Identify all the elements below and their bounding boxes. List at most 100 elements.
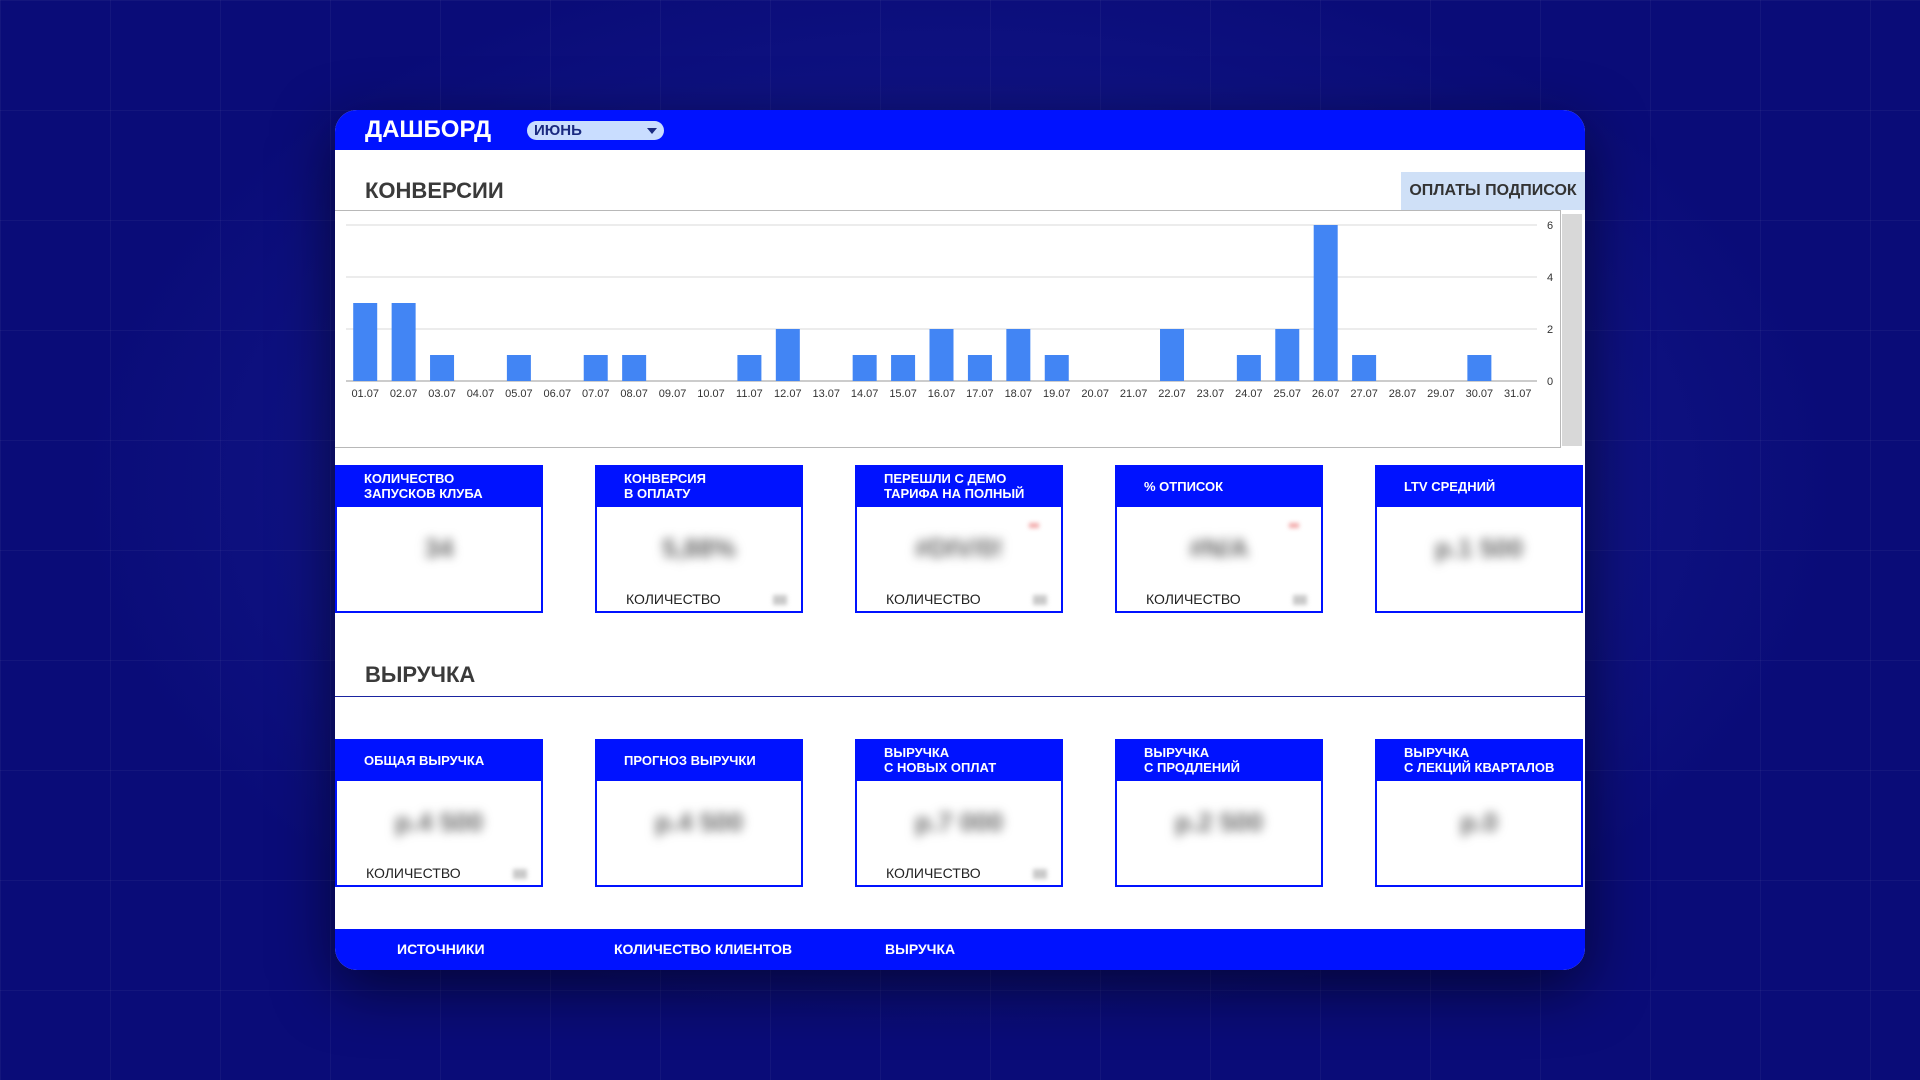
conversion-card-title: КОЛИЧЕСТВО ЗАПУСКОВ КЛУБА: [335, 465, 543, 507]
conversions-chart: 0 2 4 6 01.07 02.07 03.07 04.07 05.07 06.07 07.07 0…: [335, 210, 1561, 448]
bar-12.07[interactable]: [775, 329, 800, 381]
bar-15.07[interactable]: [891, 355, 916, 381]
mini-sparkline: [513, 869, 527, 879]
bar-16.07[interactable]: [929, 329, 954, 381]
x-tick-label: 17.07: [966, 388, 994, 400]
bar-08.07[interactable]: [622, 355, 647, 381]
top-bar: ДАШБОРД ИЮНЬ: [335, 110, 1585, 150]
tab-sources[interactable]: ИСТОЧНИКИ: [397, 941, 485, 957]
revenue-card-title: ВЫРУЧКА С НОВЫХ ОПЛАТ: [855, 739, 1063, 781]
bar-22.07[interactable]: [1160, 329, 1185, 381]
conversion-card: КОНВЕРСИЯ В ОПЛАТУ 5,88% КОЛИЧЕСТВО: [595, 465, 803, 613]
conversions-section-title: КОНВЕРСИИ: [365, 178, 504, 203]
conversion-card-value: 34: [424, 533, 454, 563]
revenue-card-title: ВЫРУЧКА С ЛЕКЦИЙ КВАРТАЛОВ: [1375, 739, 1583, 781]
conversion-card-subtitle: КОЛИЧЕСТВО: [626, 591, 721, 607]
mini-sparkline: [1033, 869, 1047, 879]
conversion-card-value: 5,88%: [662, 533, 736, 563]
revenue-card-value: р.4 500: [394, 807, 484, 837]
x-tick-label: 31.07: [1504, 388, 1532, 400]
x-tick-label: 23.07: [1197, 388, 1225, 400]
bar-18.07[interactable]: [1006, 329, 1031, 381]
x-tick-label: 24.07: [1235, 388, 1263, 400]
bar-25.07[interactable]: [1275, 329, 1300, 381]
x-tick-label: 07.07: [582, 388, 610, 400]
y-tick-label: 2: [1547, 324, 1553, 336]
bar-27.07[interactable]: [1352, 355, 1377, 381]
bar-11.07[interactable]: [737, 355, 762, 381]
conversion-card-value: #DIV/0!: [914, 533, 1004, 563]
x-tick-label: 27.07: [1350, 388, 1378, 400]
bar-17.07[interactable]: [967, 355, 992, 381]
revenue-card-value: р.2 500: [1174, 807, 1264, 837]
revenue-card-title: ВЫРУЧКА С ПРОДЛЕНИЙ: [1115, 739, 1323, 781]
month-dropdown[interactable]: ИЮНЬ: [527, 121, 664, 140]
revenue-card-value: р.4 500: [654, 807, 744, 837]
conversion-card-value: #N/A: [1189, 533, 1249, 563]
x-tick-label: 16.07: [928, 388, 956, 400]
revenue-section-title: ВЫРУЧКА: [365, 662, 476, 687]
x-tick-label: 25.07: [1274, 388, 1302, 400]
y-tick-label: 0: [1547, 376, 1553, 388]
conversion-card-subtitle: КОЛИЧЕСТВО: [1146, 591, 1241, 607]
dashboard-window: ДАШБОРД ИЮНЬ КОНВЕРСИИ ОПЛАТЫ ПОДПИСОК 0…: [335, 110, 1585, 970]
revenue-card: ПРОГНОЗ ВЫРУЧКИ р.4 500: [595, 739, 803, 887]
tab-clients-count[interactable]: КОЛИЧЕСТВО КЛИЕНТОВ: [614, 941, 793, 957]
conversion-card-value: р.1 500: [1434, 533, 1524, 563]
revenue-card-value: р.0: [1460, 807, 1498, 837]
bar-26.07[interactable]: [1313, 225, 1338, 381]
conversion-card: LTV СРЕДНИЙ р.1 500: [1375, 465, 1583, 613]
x-tick-label: 30.07: [1466, 388, 1494, 400]
chevron-down-icon: [647, 128, 657, 134]
x-tick-label: 19.07: [1043, 388, 1071, 400]
bar-30.07[interactable]: [1467, 355, 1492, 381]
x-tick-label: 13.07: [812, 388, 840, 400]
x-tick-label: 08.07: [620, 388, 648, 400]
conversions-bar-chart: 0 2 4 6 01.07 02.07 03.07 04.07 05.07 06.07 07.07 0…: [346, 220, 1553, 400]
conversion-card-title: LTV СРЕДНИЙ: [1375, 465, 1583, 507]
revenue-card-value: р.7 000: [914, 807, 1004, 837]
mini-sparkline: [773, 595, 787, 605]
conversion-card: ПЕРЕШЛИ С ДЕМО ТАРИФА НА ПОЛНЫЙ #DIV/0! КО…: [855, 465, 1063, 613]
bar-24.07[interactable]: [1236, 355, 1261, 381]
x-tick-label: 04.07: [467, 388, 495, 400]
x-tick-label: 09.07: [659, 388, 687, 400]
x-tick-label: 28.07: [1389, 388, 1417, 400]
revenue-card: ВЫРУЧКА С ЛЕКЦИЙ КВАРТАЛОВ р.0: [1375, 739, 1583, 887]
x-tick-label: 01.07: [351, 388, 379, 400]
x-tick-label: 11.07: [736, 388, 763, 400]
bar-14.07[interactable]: [852, 355, 877, 381]
month-dropdown-value: ИЮНЬ: [534, 122, 582, 139]
bar-19.07[interactable]: [1044, 355, 1069, 381]
bar-07.07[interactable]: [583, 355, 608, 381]
x-tick-label: 18.07: [1005, 388, 1033, 400]
x-tick-label: 14.07: [851, 388, 879, 400]
y-tick-label: 6: [1547, 220, 1553, 232]
dashboard-title: ДАШБОРД: [365, 116, 492, 143]
chart-scrollbar[interactable]: [1562, 214, 1582, 446]
error-flag-icon: [1289, 523, 1299, 528]
subscriptions-payments-button[interactable]: ОПЛАТЫ ПОДПИСОК: [1401, 172, 1585, 210]
x-tick-label: 20.07: [1081, 388, 1109, 400]
conversion-card-title: ПЕРЕШЛИ С ДЕМО ТАРИФА НА ПОЛНЫЙ: [855, 465, 1063, 507]
x-tick-label: 21.07: [1120, 388, 1148, 400]
x-tick-label: 03.07: [428, 388, 456, 400]
bar-05.07[interactable]: [506, 355, 531, 381]
conversion-card-title: % ОТПИСОК: [1115, 465, 1323, 507]
tab-revenue[interactable]: ВЫРУЧКА: [885, 941, 956, 957]
revenue-card-subtitle: КОЛИЧЕСТВО: [366, 865, 461, 881]
bar-01.07[interactable]: [353, 303, 378, 381]
bar-03.07[interactable]: [430, 355, 455, 381]
conversion-card-title: КОНВЕРСИЯ В ОПЛАТУ: [595, 465, 803, 507]
x-tick-label: 02.07: [390, 388, 418, 400]
x-tick-label: 26.07: [1312, 388, 1340, 400]
revenue-divider: [335, 696, 1585, 697]
revenue-card: ВЫРУЧКА С НОВЫХ ОПЛАТ р.7 000 КОЛИЧЕСТВО: [855, 739, 1063, 887]
revenue-card: ВЫРУЧКА С ПРОДЛЕНИЙ р.2 500: [1115, 739, 1323, 887]
x-tick-label: 05.07: [505, 388, 533, 400]
x-tick-label: 10.07: [697, 388, 725, 400]
revenue-card-subtitle: КОЛИЧЕСТВО: [886, 865, 981, 881]
bar-02.07[interactable]: [391, 303, 416, 381]
x-tick-label: 12.07: [774, 388, 802, 400]
bottom-navigation: ИСТОЧНИКИ КОЛИЧЕСТВО КЛИЕНТОВ ВЫРУЧКА: [335, 929, 1585, 970]
